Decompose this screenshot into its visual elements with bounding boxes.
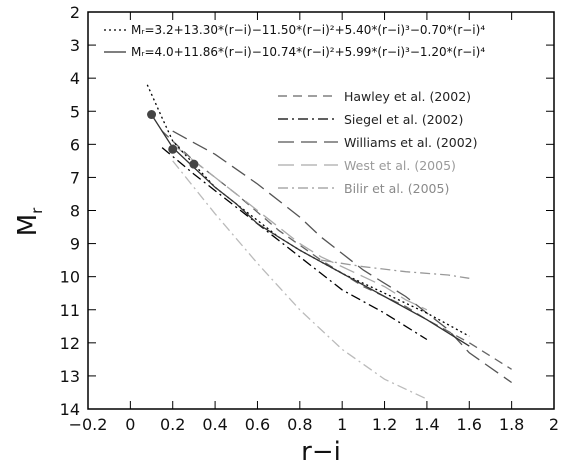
y-tick-label: 4 — [70, 69, 80, 88]
y-tick-label: 5 — [70, 102, 80, 121]
x-tick-label: 1.8 — [499, 415, 524, 434]
data-marker — [147, 110, 157, 120]
series-line — [161, 130, 512, 370]
series-legend-label: West et al. (2005) — [344, 158, 456, 173]
y-axis-label: Mr — [13, 207, 46, 236]
y-tick-label: 7 — [70, 168, 80, 187]
x-tick-label: 1.4 — [414, 415, 439, 434]
series-line — [172, 160, 428, 400]
formula-legend: Mᵣ=3.2+13.30*(r−i)−11.50*(r−i)²+5.40*(r−… — [104, 23, 485, 59]
plot-frame — [87, 11, 555, 410]
x-tick-label: 2 — [549, 415, 559, 434]
x-tick-label: 1.6 — [457, 415, 482, 434]
series-layer — [146, 84, 512, 400]
axis-ticks: −0.2 0 0.2 0.4 0.6 0.8 1 1.2 1.4 1.6 1.8 2 2 3 4 5 6 7 8 9 1… — [60, 3, 559, 434]
series-legend-label: Williams et al. (2002) — [344, 135, 478, 150]
data-marker — [189, 159, 199, 169]
y-axis-label-sub: r — [28, 207, 46, 214]
y-tick-label: 2 — [70, 3, 80, 22]
y-tick-label: 3 — [70, 36, 80, 55]
y-axis-label-main: M — [13, 214, 43, 236]
x-axis-label: r−i — [301, 437, 341, 467]
x-tick-label: 0.8 — [287, 415, 312, 434]
formula-legend-text: Mᵣ=3.2+13.30*(r−i)−11.50*(r−i)²+5.40*(r−… — [131, 23, 485, 37]
x-tick-label: −0.2 — [69, 415, 108, 434]
y-tick-label: 14 — [60, 400, 80, 419]
x-tick-label: 0.6 — [245, 415, 270, 434]
y-tick-label: 13 — [60, 367, 80, 386]
y-tick-label: 12 — [60, 334, 80, 353]
y-tick-label: 6 — [70, 135, 80, 154]
series-line — [172, 130, 512, 384]
svg-text:Mr: Mr — [13, 207, 46, 236]
x-tick-label: 1.2 — [372, 415, 397, 434]
y-tick-label: 9 — [70, 235, 80, 254]
x-tick-label: 0.4 — [202, 415, 227, 434]
series-legend-label: Bilir et al. (2005) — [344, 181, 449, 196]
formula-legend-text: Mᵣ=4.0+11.86*(r−i)−10.74*(r−i)²+5.99*(r−… — [131, 45, 485, 59]
y-tick-label: 11 — [60, 301, 80, 320]
series-legend-label: Siegel et al. (2002) — [344, 112, 463, 127]
x-tick-label: 0.2 — [160, 415, 185, 434]
x-tick-label: 1 — [337, 415, 347, 434]
y-tick-label: 8 — [70, 202, 80, 221]
series-line — [161, 147, 428, 341]
series-legend: Hawley et al. (2002) Siegel et al. (2002)… — [278, 89, 478, 196]
series-line — [172, 143, 428, 311]
data-marker — [168, 144, 178, 154]
marker-layer — [147, 110, 199, 169]
series-line — [146, 84, 470, 337]
y-tick-label: 10 — [60, 268, 80, 287]
x-tick-label: 0 — [125, 415, 135, 434]
series-line — [320, 259, 470, 279]
series-legend-label: Hawley et al. (2002) — [344, 89, 471, 104]
